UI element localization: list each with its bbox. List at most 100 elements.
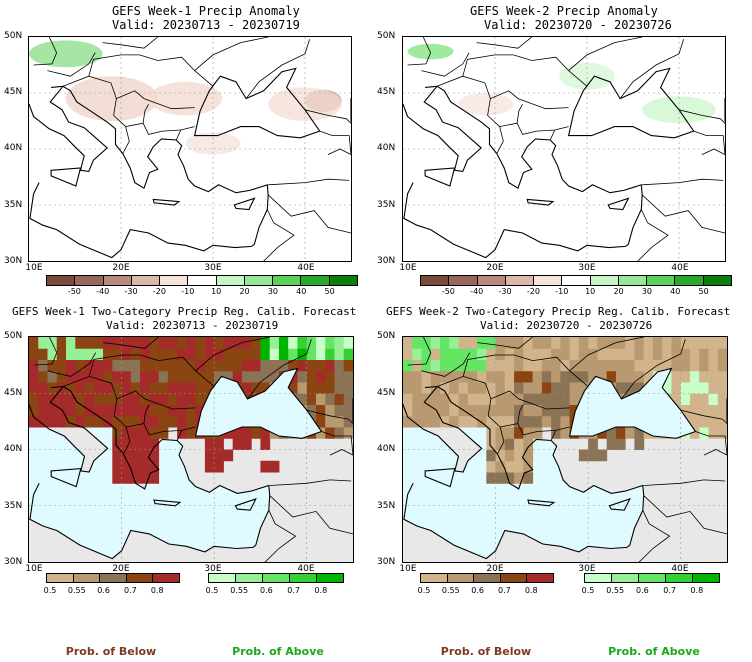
colorbar-swatch bbox=[75, 276, 104, 285]
below-colorbar bbox=[420, 573, 554, 583]
colorbar-swatch bbox=[693, 574, 719, 582]
x-tick-label: 10E bbox=[25, 263, 43, 273]
colorbar-tick-label: -40 bbox=[96, 287, 110, 296]
colorbar-swatch bbox=[126, 574, 154, 582]
colorbar-tick-label: 20 bbox=[613, 287, 624, 296]
y-tick-label: 40N bbox=[4, 143, 23, 153]
colorbar-tick-label: 0.55 bbox=[441, 586, 460, 595]
colorbar-swatch bbox=[273, 276, 302, 285]
colorbar-tick-label: -20 bbox=[152, 287, 166, 296]
x-tick-label: 30E bbox=[578, 263, 596, 273]
y-tick-label: 40N bbox=[4, 444, 23, 454]
colorbar-swatch bbox=[612, 574, 639, 582]
colorbar bbox=[46, 275, 358, 286]
colorbar-tick-label: -40 bbox=[470, 287, 484, 296]
colorbar-tick-label: 0.5 bbox=[205, 586, 219, 595]
x-tick-label: 10E bbox=[399, 263, 417, 273]
colorbar-swatch bbox=[47, 574, 74, 582]
colorbar-swatch bbox=[244, 276, 274, 285]
colorbar-swatch bbox=[209, 574, 236, 582]
map-plot bbox=[28, 336, 354, 563]
y-tick-label: 45N bbox=[377, 87, 396, 97]
colorbar-tick-label: 10 bbox=[585, 287, 596, 296]
colorbar-swatch bbox=[527, 574, 553, 582]
colorbar-swatch bbox=[153, 574, 179, 582]
colorbar-tick-label: 0.8 bbox=[690, 586, 704, 595]
colorbar-tick-label: -10 bbox=[555, 287, 569, 296]
x-tick-label: 20E bbox=[486, 263, 504, 273]
above-colorbar bbox=[584, 573, 720, 583]
colorbar-tick-label: 50 bbox=[324, 287, 335, 296]
prob-below-label: Prob. of Below bbox=[440, 645, 532, 658]
panel-subtitle: Valid: 20230720 - 20230726 bbox=[480, 319, 653, 332]
colorbar-swatch bbox=[505, 276, 535, 285]
x-tick-label: 40E bbox=[297, 564, 315, 574]
prob-above-label: Prob. of Above bbox=[608, 645, 700, 658]
y-tick-label: 30N bbox=[4, 557, 23, 567]
colorbar-tick-label: -50 bbox=[441, 287, 455, 296]
colorbar-tick-label: 10 bbox=[211, 287, 222, 296]
panel-title: GEFS Week-1 Two-Category Precip Reg. Cal… bbox=[12, 305, 357, 318]
colorbar-swatch bbox=[290, 574, 317, 582]
x-tick-label: 20E bbox=[112, 564, 130, 574]
above-colorbar bbox=[208, 573, 344, 583]
colorbar-tick-label: -30 bbox=[124, 287, 138, 296]
colorbar-tick-label: 0.8 bbox=[150, 586, 164, 595]
colorbar-tick-label: 0.6 bbox=[260, 586, 273, 595]
y-tick-label: 45N bbox=[4, 388, 23, 398]
colorbar-swatch bbox=[703, 276, 731, 285]
panel-subtitle: Valid: 20230713 - 20230719 bbox=[106, 319, 279, 332]
colorbar-swatch bbox=[666, 574, 693, 582]
y-tick-label: 35N bbox=[4, 200, 23, 210]
panel-subtitle: Valid: 20230720 - 20230726 bbox=[484, 18, 672, 32]
colorbar-tick-label: 20 bbox=[239, 287, 250, 296]
colorbar-swatch bbox=[103, 276, 132, 285]
colorbar-tick-label: 0.6 bbox=[636, 586, 649, 595]
y-tick-label: 40N bbox=[377, 444, 396, 454]
colorbar-tick-label: 0.55 bbox=[67, 586, 86, 595]
colorbar-tick-label: 0.55 bbox=[230, 586, 249, 595]
colorbar-swatch bbox=[263, 574, 290, 582]
colorbar-tick-label: 0.55 bbox=[606, 586, 625, 595]
colorbar-swatch bbox=[47, 276, 76, 285]
x-tick-label: 30E bbox=[204, 564, 222, 574]
y-tick-label: 45N bbox=[4, 87, 23, 97]
colorbar-tick-label: 30 bbox=[267, 287, 278, 296]
colorbar-swatch bbox=[317, 574, 343, 582]
colorbar-tick-label: -20 bbox=[526, 287, 540, 296]
map-plot bbox=[28, 36, 352, 262]
colorbar-tick-label: 0.5 bbox=[417, 586, 431, 595]
y-tick-label: 30N bbox=[377, 557, 396, 567]
y-tick-label: 30N bbox=[377, 256, 396, 266]
colorbar-tick-label: 50 bbox=[698, 287, 709, 296]
x-tick-label: 30E bbox=[578, 564, 596, 574]
colorbar-tick-label: 0.5 bbox=[581, 586, 595, 595]
x-tick-label: 10E bbox=[399, 564, 417, 574]
colorbar-swatch bbox=[329, 276, 357, 285]
y-tick-label: 35N bbox=[377, 200, 396, 210]
map-svg bbox=[403, 337, 727, 562]
y-tick-label: 35N bbox=[377, 501, 396, 511]
colorbar-tick-label: 0.7 bbox=[498, 586, 511, 595]
colorbar-tick-label: 0.5 bbox=[43, 586, 57, 595]
map-plot bbox=[402, 36, 726, 262]
x-tick-label: 30E bbox=[204, 263, 222, 273]
x-tick-label: 20E bbox=[112, 263, 130, 273]
colorbar-swatch bbox=[73, 574, 101, 582]
colorbar-tick-label: 0.7 bbox=[287, 586, 300, 595]
map-svg bbox=[29, 337, 353, 562]
colorbar-swatch bbox=[500, 574, 528, 582]
map-svg bbox=[29, 37, 351, 261]
colorbar-tick-label: 30 bbox=[641, 287, 652, 296]
colorbar-swatch bbox=[131, 276, 161, 285]
colorbar-swatch bbox=[188, 276, 217, 285]
colorbar-swatch bbox=[301, 276, 330, 285]
map-svg bbox=[403, 37, 725, 261]
below-colorbar bbox=[46, 573, 180, 583]
y-tick-label: 50N bbox=[377, 31, 396, 41]
y-tick-label: 50N bbox=[377, 331, 396, 341]
colorbar-swatch bbox=[421, 574, 448, 582]
colorbar-swatch bbox=[100, 574, 127, 582]
x-tick-label: 40E bbox=[671, 263, 689, 273]
colorbar-tick-label: 40 bbox=[296, 287, 307, 296]
